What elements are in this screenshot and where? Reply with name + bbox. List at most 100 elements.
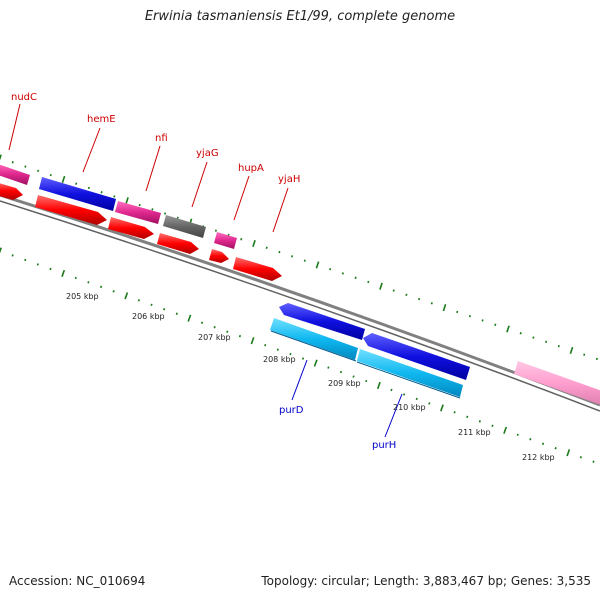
ruler-tick: [403, 393, 406, 396]
ruler-tick: [503, 426, 508, 434]
ruler-tick: [569, 346, 574, 354]
gene-labels: nudC hemE nfi yjaG hupA yjaH purD purH: [11, 92, 396, 451]
label-purH[interactable]: purH: [372, 440, 396, 451]
ruler-tick: [303, 259, 306, 262]
ruler-tick: [566, 449, 571, 457]
ruler-tick: [367, 280, 370, 284]
ruler-tick: [468, 314, 471, 318]
ruler-tick: [49, 173, 52, 177]
ruler-tick: [532, 336, 535, 339]
ruler-tick: [392, 289, 395, 292]
ruler-tick: [481, 319, 484, 322]
gene-red-f5[interactable]: [209, 249, 229, 263]
ruler-tick: [557, 344, 560, 348]
ruler-tick: [100, 191, 103, 194]
ruler-tick: [390, 388, 393, 392]
scale-label: 205 kbp: [66, 292, 99, 301]
scale-labels: 205 kbp 206 kbp 207 kbp 208 kbp 209 kbp …: [66, 292, 555, 462]
gene-yjaG[interactable]: [163, 215, 206, 238]
ruler-tick: [405, 293, 408, 297]
gene-blue-r1[interactable]: [279, 303, 365, 340]
gene-red-f6[interactable]: [233, 257, 282, 281]
ruler-tick: [291, 255, 294, 258]
ruler-tick: [453, 411, 456, 414]
ruler-tick: [430, 302, 433, 305]
scale-label: 210 kbp: [393, 403, 426, 412]
ruler-tick: [428, 402, 431, 405]
ruler-tick: [87, 281, 90, 284]
backbone-inner: [0, 200, 600, 412]
ruler-tick: [418, 297, 421, 301]
ruler-tick: [137, 299, 140, 302]
ruler-tick: [529, 438, 532, 441]
gene-hemE[interactable]: [39, 177, 116, 211]
ruler-tick: [506, 325, 510, 333]
ruler-tick: [541, 442, 545, 445]
ruler-tick: [315, 261, 320, 269]
gene-red-f1[interactable]: [0, 182, 23, 200]
ruler-tick: [214, 229, 217, 232]
ruler-tick: [301, 357, 305, 360]
label-nudC[interactable]: nudC: [11, 92, 37, 103]
gene-purD[interactable]: [270, 318, 358, 360]
gene-red-f4[interactable]: [157, 233, 199, 254]
ruler-tick: [579, 456, 582, 459]
ruler-tick: [289, 352, 292, 356]
label-yjaH[interactable]: yjaH: [278, 174, 300, 185]
ruler-tick: [0, 154, 2, 161]
ruler-tick: [519, 332, 522, 335]
scale-label: 212 kbp: [522, 453, 555, 462]
ruler-tick: [49, 267, 52, 271]
gene-nudC[interactable]: [0, 163, 30, 185]
ruler-tick: [265, 246, 268, 249]
ruler-tick: [75, 182, 78, 185]
gene-nfi[interactable]: [115, 201, 161, 224]
ruler-tick: [440, 404, 444, 412]
ruler-tick: [125, 197, 129, 205]
label-leaders: [8, 103, 403, 438]
ruler-tick: [329, 267, 332, 271]
ruler-tick: [150, 303, 153, 306]
scale-label: 211 kbp: [458, 428, 491, 437]
label-nfi[interactable]: nfi: [155, 133, 168, 144]
reverse-genes: [270, 303, 470, 399]
forward-genes: [0, 163, 600, 405]
label-hemE[interactable]: hemE: [87, 114, 116, 125]
gene-hupA[interactable]: [214, 232, 237, 249]
ruler-tick: [37, 169, 40, 173]
genome-summary-text: Topology: circular; Length: 3,883,467 bp…: [261, 574, 591, 588]
ruler-tick: [595, 357, 598, 361]
scale-label: 208 kbp: [263, 355, 296, 364]
gene-purH[interactable]: [357, 349, 463, 397]
gene-red-f2[interactable]: [35, 195, 107, 225]
gene-red-f3[interactable]: [108, 217, 154, 239]
ruler-tick: [354, 276, 357, 279]
ruler-tick: [339, 370, 343, 374]
outer-tick-ruler: [0, 154, 598, 361]
gene-blue-r2[interactable]: [363, 333, 470, 380]
label-yjaG[interactable]: yjaG: [196, 148, 219, 159]
label-hupA[interactable]: hupA: [238, 163, 264, 174]
ruler-tick: [376, 381, 381, 390]
ruler-tick: [99, 285, 103, 289]
ruler-tick: [491, 424, 494, 428]
ruler-tick: [415, 397, 418, 401]
ruler-tick: [278, 250, 281, 254]
ruler-tick: [112, 290, 115, 293]
ruler-tick: [583, 353, 586, 356]
ruler-tick: [226, 330, 229, 333]
scale-label: 206 kbp: [132, 312, 165, 321]
ruler-tick: [138, 203, 141, 207]
ruler-tick: [175, 312, 178, 315]
ruler-tick: [36, 263, 39, 266]
gene-pink[interactable]: [514, 361, 600, 405]
ruler-tick: [494, 323, 497, 326]
ruler-tick: [74, 276, 77, 280]
label-purD[interactable]: purD: [279, 405, 304, 416]
ruler-tick: [545, 340, 548, 344]
ruler-tick: [113, 195, 116, 198]
ruler-tick: [516, 433, 519, 436]
ruler-tick: [213, 326, 216, 329]
ruler-tick: [11, 254, 14, 257]
